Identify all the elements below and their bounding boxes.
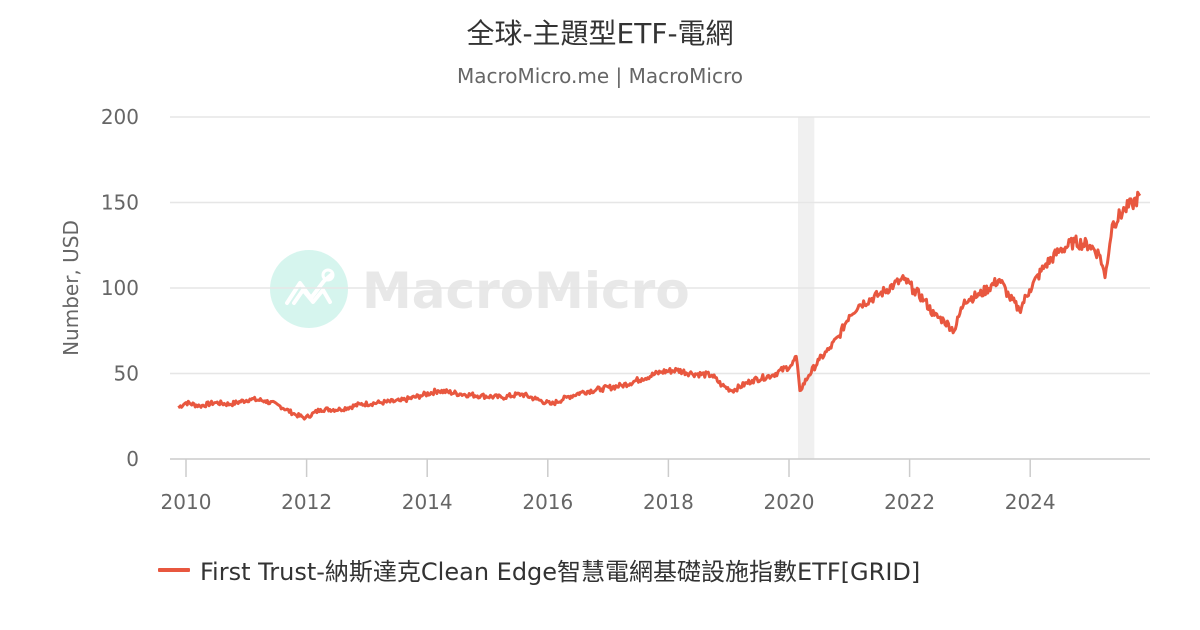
legend[interactable]: First Trust-納斯達克Clean Edge智慧電網基礎設施指數ETF[… [158, 552, 920, 587]
y-tick-label: 150 [101, 191, 139, 215]
y-tick-label: 100 [101, 276, 139, 300]
x-tick-label: 2018 [643, 490, 694, 514]
chart-title: 全球-主題型ETF-電網 [466, 17, 734, 50]
y-axis-title: Number, USD [59, 220, 83, 356]
legend-swatch [158, 567, 190, 572]
x-tick-label: 2016 [522, 490, 573, 514]
watermark-text: MacroMicro [362, 262, 690, 320]
x-tick-label: 2022 [884, 490, 935, 514]
chart-subtitle: MacroMicro.me | MacroMicro [457, 64, 743, 88]
x-tick-label: 2012 [281, 490, 332, 514]
x-axis-ticks: 2010 2012 2014 2016 2018 2020 2022 2024 [161, 459, 1056, 514]
x-tick-label: 2014 [402, 490, 453, 514]
x-tick-label: 2024 [1005, 490, 1056, 514]
grid-lines [170, 116, 1150, 375]
legend-label[interactable]: First Trust-納斯達克Clean Edge智慧電網基礎設施指數ETF[… [200, 558, 921, 586]
y-axis-ticks: 0 50 100 150 200 [101, 105, 139, 471]
y-tick-label: 200 [101, 105, 139, 129]
x-tick-label: 2010 [161, 490, 212, 514]
y-tick-label: 50 [114, 362, 139, 386]
series-line-grid-etf[interactable] [177, 190, 1142, 421]
watermark: MacroMicro [270, 250, 690, 328]
macromicro-logo-icon [270, 250, 348, 328]
y-tick-label: 0 [126, 447, 139, 471]
x-tick-label: 2020 [764, 490, 815, 514]
